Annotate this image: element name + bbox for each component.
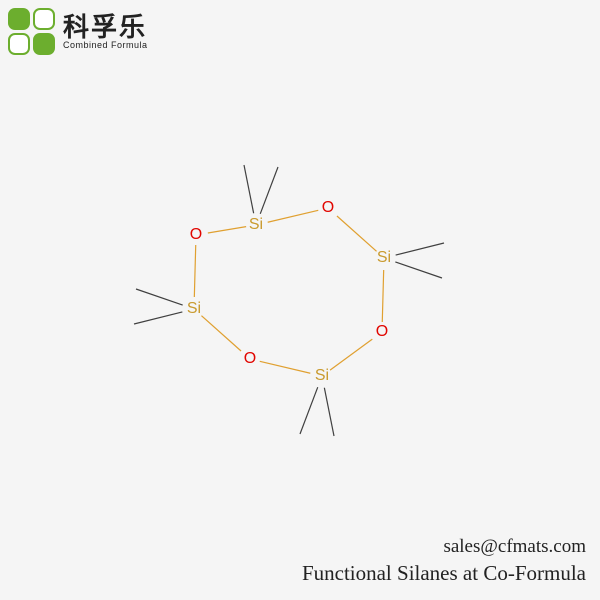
o-atom: O — [244, 350, 256, 368]
contact-email: sales@cfmats.com — [443, 536, 586, 558]
o-atom: O — [190, 226, 202, 244]
si-atom: Si — [187, 300, 201, 318]
molecule-diagram — [0, 0, 600, 600]
o-atom: O — [322, 199, 334, 217]
tagline: Functional Silanes at Co-Formula — [302, 561, 586, 586]
si-atom: Si — [377, 249, 391, 267]
o-atom: O — [376, 323, 388, 341]
si-atom: Si — [249, 216, 263, 234]
si-atom: Si — [315, 367, 329, 385]
